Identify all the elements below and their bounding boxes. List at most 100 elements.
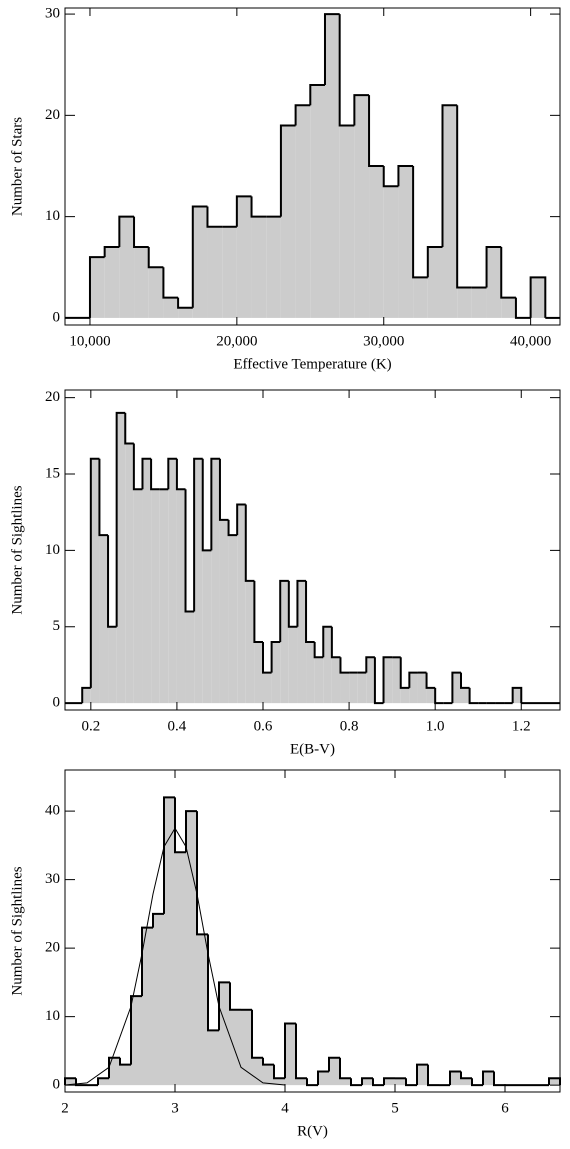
x-axis-title: R(V)	[297, 1123, 328, 1139]
bar	[383, 657, 393, 704]
panel: 0.2 0.4 0.6 0.8 1.0 1.2 0 5 10 15 20 E(B-V) Number o…	[9, 389, 561, 757]
bar	[194, 458, 203, 704]
bar	[392, 657, 401, 704]
bar-outline	[115, 411, 126, 627]
bar	[254, 642, 263, 704]
x-tick-label: 0.6	[254, 718, 273, 734]
bar	[211, 458, 220, 704]
bar-outline	[338, 14, 355, 127]
bar	[151, 489, 160, 704]
bar	[241, 1009, 252, 1086]
bar	[89, 257, 105, 318]
bar	[530, 277, 546, 318]
bar	[185, 611, 195, 704]
bar	[245, 580, 255, 704]
bar-outline	[262, 642, 272, 674]
y-axis-title: Number of Stars	[9, 117, 25, 216]
bar	[176, 489, 186, 704]
bar-outline	[397, 164, 414, 187]
y-tick-label: 30	[45, 871, 60, 887]
bar-outline	[511, 686, 523, 704]
bar-outline	[287, 580, 298, 628]
bar	[426, 687, 436, 704]
bar-outline	[250, 196, 267, 218]
bar	[306, 642, 315, 704]
bar-outline	[460, 1071, 472, 1080]
bar	[288, 626, 298, 704]
y-tick-label: 20	[45, 389, 60, 405]
bar	[442, 105, 458, 318]
bar-outline	[175, 458, 186, 491]
bar	[109, 1057, 120, 1086]
x-tick-label: 1.0	[426, 718, 445, 734]
bar	[99, 535, 109, 704]
bar	[120, 1064, 131, 1086]
bar-outline	[482, 1070, 494, 1086]
bar-outline	[416, 1063, 428, 1086]
x-tick-label: 0.4	[168, 718, 187, 734]
bar	[159, 489, 169, 704]
bar	[280, 125, 296, 318]
bar	[329, 1057, 340, 1086]
bar	[369, 165, 384, 318]
bar-outline	[174, 797, 186, 854]
bar-outline	[460, 672, 470, 689]
x-tick-label: 0.2	[81, 718, 100, 734]
bar	[357, 672, 367, 704]
bar-outline	[118, 215, 135, 248]
bar	[163, 297, 179, 318]
bar-outline	[89, 457, 100, 688]
plot-frame	[64, 769, 561, 1093]
bar-outline	[251, 1009, 263, 1059]
bar	[549, 1078, 560, 1086]
bar-outline	[328, 1056, 340, 1072]
bar-outline	[177, 297, 193, 309]
bar-outline	[185, 810, 197, 853]
bar	[228, 535, 238, 704]
bar	[450, 1071, 461, 1086]
bar-outline	[353, 94, 370, 126]
bar	[125, 443, 134, 704]
bar	[222, 226, 237, 318]
bar-outline	[108, 1056, 120, 1079]
bar-outline	[365, 656, 375, 673]
bar	[501, 297, 516, 318]
bar-outline	[133, 216, 149, 249]
bar	[252, 1057, 263, 1086]
bar	[362, 1078, 373, 1086]
bar	[310, 84, 325, 318]
bar	[354, 95, 370, 318]
bar-outline	[382, 656, 393, 704]
bar	[192, 206, 208, 318]
bar	[175, 852, 186, 1086]
bar-outline	[132, 443, 143, 491]
bar	[339, 125, 355, 318]
bar-outline	[468, 687, 479, 705]
bar-outline	[399, 657, 410, 689]
bar-outline	[295, 1023, 307, 1080]
bar-outline	[162, 267, 179, 299]
bar-outline	[309, 83, 325, 106]
bar-outline	[284, 1022, 296, 1079]
bar	[116, 412, 126, 704]
bar-outline	[98, 458, 109, 537]
bar	[263, 672, 272, 704]
bar	[285, 1023, 296, 1086]
x-tick-label: 30,000	[363, 333, 404, 349]
bar-outline	[196, 811, 208, 936]
bar	[280, 580, 289, 704]
bar-outline	[184, 489, 195, 613]
bar-outline	[296, 579, 307, 627]
bar	[263, 1064, 274, 1086]
bar-outline	[152, 912, 164, 928]
bar-outline	[107, 535, 117, 628]
bar-outline	[485, 246, 502, 288]
bar	[178, 307, 193, 318]
bar-outline	[405, 1078, 417, 1087]
bar	[323, 626, 332, 704]
bar	[395, 1078, 406, 1086]
bar-outline	[339, 1057, 351, 1080]
panel: 10,000 20,000 30,000 40,000 0 10 20 30 Effective…	[9, 6, 561, 372]
bar-outline	[253, 580, 263, 644]
y-axis-title: Number of Sightlines	[9, 866, 25, 995]
